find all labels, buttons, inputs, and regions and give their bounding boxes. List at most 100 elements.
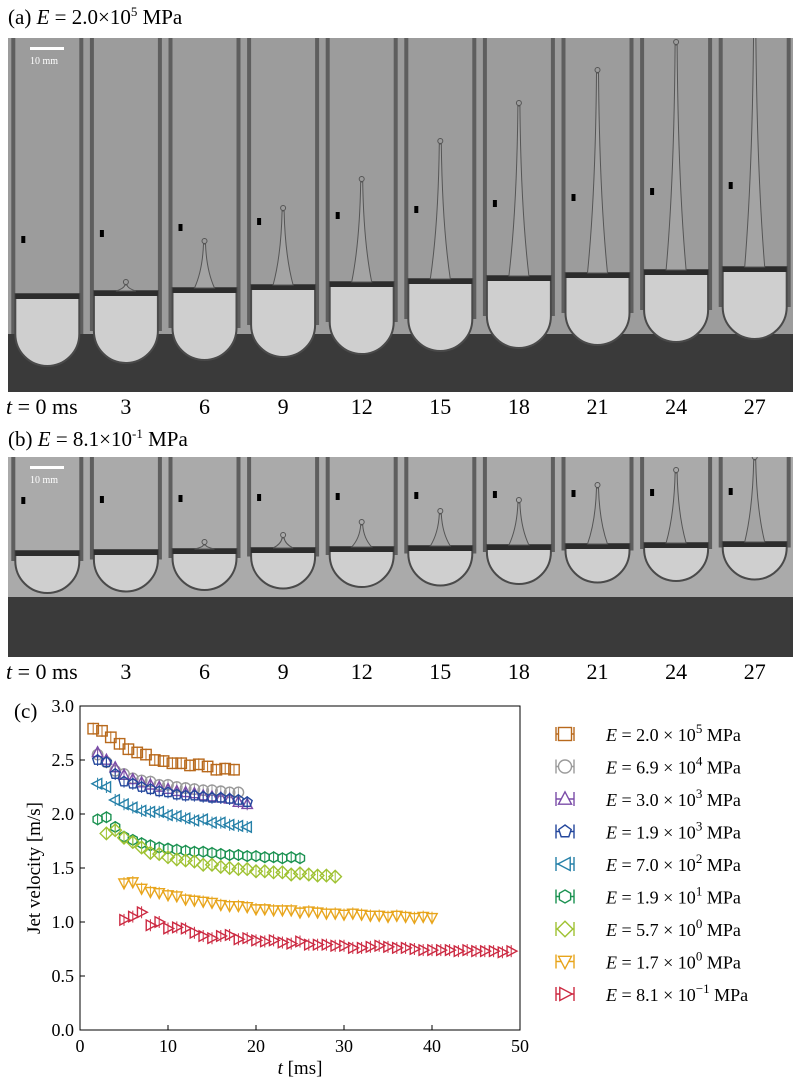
jet [429,513,452,547]
time-label: 27 [743,394,766,419]
liquid-body [171,548,238,591]
data-point [125,834,141,850]
data-point [330,939,343,953]
legend-label: E = 6.9 × 104 MPa [605,754,741,778]
jet [665,472,687,544]
tube-wall [393,38,398,322]
legend-label: E = 2.0 × 105 MPa [605,721,741,745]
liquid-meniscus [15,551,80,556]
data-point [453,944,466,958]
data-point [192,758,205,771]
tube-wall [325,38,330,322]
liquid-body [721,541,788,581]
time-label: t = 0 ms [6,394,78,419]
time-label: 9 [277,659,289,684]
marker [335,493,340,500]
data-point [268,934,281,947]
liquid-meniscus [722,542,787,547]
data-point [249,904,263,917]
data-point [337,909,351,922]
data-point [96,724,108,737]
data-point [207,931,220,945]
data-point [293,907,307,920]
marker [728,488,733,495]
tube-wall [79,38,84,334]
data-point [462,943,475,957]
data-point [427,943,440,957]
legend-entry: E = 7.0 × 102 MPa [555,851,741,875]
tube-wall [640,38,645,310]
data-point [257,864,273,879]
tube-frame [404,457,477,587]
jet-droplet [515,100,522,106]
tube-frame [168,457,241,591]
data-point [116,830,132,845]
marker [99,230,104,237]
data-point [195,813,209,826]
data-point [127,910,141,923]
data-point [175,757,188,770]
data-point [258,904,272,917]
data-point [284,905,298,918]
tube-wall [640,457,645,549]
jet-droplet [280,205,287,211]
jet [508,502,530,546]
data-point [204,857,220,872]
data-point [365,940,378,954]
tube-wall [168,38,173,328]
data-point [355,909,368,922]
legend-marker [557,759,573,774]
data-point [506,944,519,958]
legend-entry: E = 6.9 × 104 MPa [555,754,741,778]
tube-wall [629,38,634,313]
liquid-meniscus [251,548,316,553]
data-point [171,921,185,934]
tube-wall [718,457,723,548]
marker [571,194,576,201]
data-point [109,767,121,779]
data-point [136,905,149,919]
data-point [356,941,369,955]
legend-label: E = 7.0 × 102 MPa [605,851,741,875]
time-label: 18 [507,394,530,419]
x-tick-label: 20 [247,1036,265,1056]
data-point [383,940,396,954]
jet [744,38,766,268]
liquid-meniscus [565,273,630,278]
data-point [151,846,167,862]
tube-wall [393,457,398,555]
liquid-body [328,281,395,355]
data-point [302,906,316,919]
data-point [390,910,404,923]
legend-label: E = 5.7 × 100 MPa [605,916,741,940]
time-label: 24 [665,659,688,684]
data-point [91,753,104,765]
data-point [418,943,431,957]
y-tick-label: 3.0 [52,696,75,716]
tube-wall [786,457,791,548]
liquid-meniscus [329,547,394,552]
y-tick-label: 1.5 [52,858,75,878]
data-point [408,912,421,925]
data-point [233,849,244,862]
time-label: 21 [586,659,609,684]
photo-strip-a: 10 mm [8,38,793,392]
jet [115,284,137,292]
data-point [294,852,306,865]
liquid-body [14,550,81,594]
panel-a-unit: MPa [137,5,183,29]
series [99,822,343,884]
x-tick-label: 50 [511,1036,529,1056]
data-point [171,788,183,800]
jet-droplet [437,138,444,144]
y-axis-label: Jet velocity [m/s] [24,802,45,934]
data-point [135,883,148,896]
legend-entry: E = 5.7 × 100 MPa [555,916,741,940]
marker [335,212,340,219]
time-row-b: t = 0 ms 3 6 9 12 15 18 21 24 27 [0,659,793,685]
data-point [223,792,236,804]
jet-droplet [201,539,208,545]
legend-marker [558,889,572,904]
data-point [303,938,317,952]
tube-frame [718,457,791,581]
